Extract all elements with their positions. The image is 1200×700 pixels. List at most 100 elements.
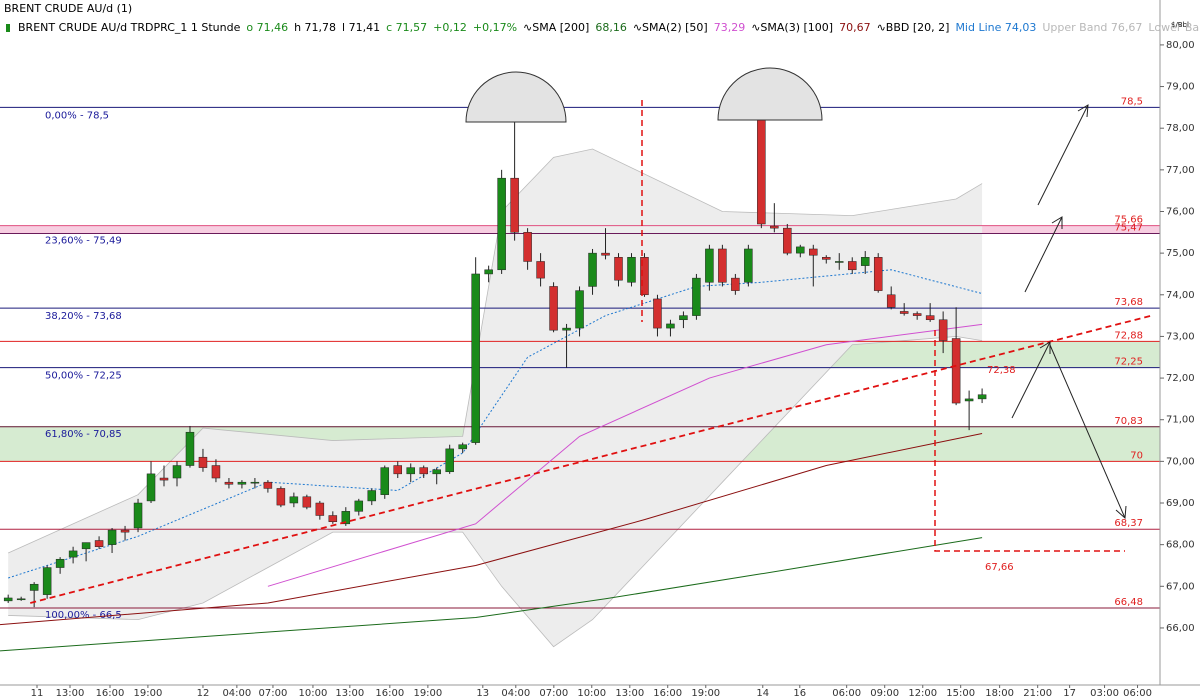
x-tick-label: 17 <box>1063 688 1076 699</box>
x-tick-label: 16 <box>793 688 806 699</box>
x-tick-label: 18:00 <box>985 688 1014 699</box>
candle-body <box>120 529 130 533</box>
indicator-line <box>30 314 1152 604</box>
fib-label: 100,00% - 66,5 <box>45 610 122 621</box>
candle-body <box>302 496 312 508</box>
x-tick-label: 10:00 <box>299 688 328 699</box>
legend-item: 73,29 <box>714 21 746 34</box>
level-label: 70 <box>1130 450 1143 461</box>
candle-body <box>315 502 325 516</box>
candle-body <box>81 542 91 550</box>
x-tick-label: 13 <box>476 688 489 699</box>
legend-item: o 71,46 <box>246 21 288 34</box>
legend-item: ∿SMA [200] <box>523 21 589 34</box>
candle-body <box>42 567 52 595</box>
x-tick-label: 13:00 <box>335 688 364 699</box>
candle-body <box>757 115 766 225</box>
x-tick-label: 03:00 <box>1090 688 1119 699</box>
fib-label: 38,20% - 73,68 <box>45 311 122 322</box>
candle-body <box>68 550 78 558</box>
candle-body <box>873 257 883 291</box>
legend-item: h 71,78 <box>294 21 336 34</box>
annotation: 72,38 <box>987 365 1016 376</box>
x-tick-label: 10:00 <box>577 688 606 699</box>
candle-body <box>146 473 156 502</box>
candle-body <box>107 529 117 545</box>
candle-body <box>55 558 65 568</box>
candle-body <box>380 467 390 495</box>
candle-body <box>198 456 208 468</box>
y-tick-label: 70,00 <box>1166 456 1195 467</box>
legend-item: 70,67 <box>839 21 871 34</box>
x-tick-label: 13:00 <box>615 688 644 699</box>
x-tick-label: 19:00 <box>133 688 162 699</box>
legend-item: Mid Line 74,03 <box>955 21 1036 34</box>
legend-item: ∿SMA(2) [50] <box>633 21 708 34</box>
candle-body <box>458 444 467 450</box>
legend-swatch <box>6 24 10 32</box>
x-tick-label: 19:00 <box>413 688 442 699</box>
candle-body <box>705 248 714 283</box>
x-tick-label: 07:00 <box>539 688 568 699</box>
candle-body <box>770 225 779 229</box>
candle-body <box>536 261 545 279</box>
candle-body <box>393 465 402 475</box>
x-tick-label: 21:00 <box>1023 688 1052 699</box>
candle-body <box>886 294 896 308</box>
candle-body <box>731 277 740 291</box>
candle-body <box>951 338 961 404</box>
candle-body <box>432 469 441 475</box>
candle-body <box>718 248 727 283</box>
y-tick-label: 74,00 <box>1166 290 1195 301</box>
candle-body <box>94 540 104 547</box>
candle-body <box>211 465 221 479</box>
level-label: 72,88 <box>1114 330 1143 341</box>
y-unit: $/Bbl <box>1171 21 1189 29</box>
legend-item: 68,16 <box>595 21 627 34</box>
x-tick-label: 09:00 <box>870 688 899 699</box>
candle-body <box>367 490 377 502</box>
level-label: 70,83 <box>1114 416 1143 427</box>
y-tick-label: 79,00 <box>1166 82 1195 93</box>
legend: BRENT CRUDE AU/d TRDPRC_1 1 Stunde o 71,4… <box>6 21 1200 34</box>
candle-body <box>250 481 260 484</box>
x-tick-label: 06:00 <box>1123 688 1152 699</box>
candle-body <box>822 257 831 260</box>
candle-body <box>341 511 351 525</box>
candle-body <box>964 398 974 402</box>
arrow <box>1049 344 1126 519</box>
y-tick-label: 76,00 <box>1166 206 1195 217</box>
candle-body <box>977 394 987 400</box>
candle-body <box>510 177 519 233</box>
legend-item: BRENT CRUDE AU/d TRDPRC_1 1 Stunde <box>18 21 241 34</box>
candle-body <box>328 515 338 522</box>
arrow <box>1037 104 1089 206</box>
x-tick-label: 16:00 <box>653 688 682 699</box>
candle-body <box>549 286 558 331</box>
candle-body <box>744 248 753 283</box>
y-tick-label: 80,00 <box>1166 40 1195 51</box>
y-tick-label: 77,00 <box>1166 165 1195 176</box>
candle-body <box>938 319 948 341</box>
candle-body <box>601 252 610 256</box>
x-tick-label: 19:00 <box>691 688 720 699</box>
candle-body <box>185 431 195 466</box>
candle-body <box>29 583 39 591</box>
candle-body <box>847 261 857 271</box>
candle-body <box>263 481 273 489</box>
x-tick-label: 13:00 <box>56 688 85 699</box>
x-tick-label: 07:00 <box>259 688 288 699</box>
candle-body <box>653 298 662 329</box>
candle-body <box>354 500 364 512</box>
candle-body <box>809 248 818 256</box>
annotation: 67,66 <box>985 562 1014 573</box>
drawings <box>465 67 1127 552</box>
candle-body <box>484 269 493 275</box>
arrow-head <box>1115 505 1127 520</box>
candle-body <box>133 502 143 529</box>
candle-body <box>16 598 26 601</box>
legend-item: l 71,41 <box>342 21 380 34</box>
indicator-line <box>267 323 983 587</box>
y-tick-label: 69,00 <box>1166 498 1195 509</box>
indicator-line <box>0 537 983 652</box>
